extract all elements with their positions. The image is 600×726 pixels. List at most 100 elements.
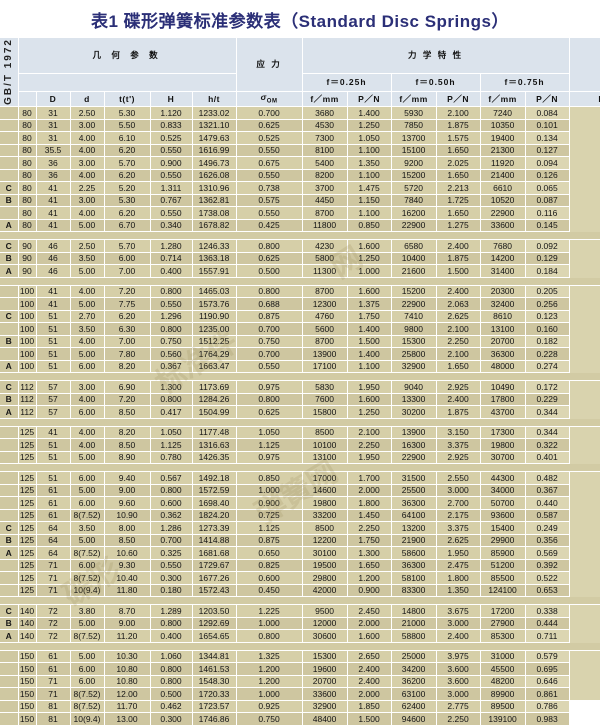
cell-D: 100 <box>18 310 37 324</box>
cell-f-050h: 1.250 <box>347 119 392 133</box>
table-row[interactable]: 150 61 5.00 10.30 1.060 1344.81 1.325 15300 2.65… <box>0 650 600 664</box>
cell-t: 6.00 <box>70 496 105 510</box>
sigma-symbol: σ <box>260 92 267 103</box>
table-row[interactable]: A 140 72 8(7.52) 11.20 0.400 1654.65 0.800 30600… <box>0 629 600 643</box>
table-row[interactable]: 100 41 4.00 7.20 0.800 1465.03 0.800 8700 1.600 1… <box>0 285 600 299</box>
cell-h-over-t: 0.714 <box>150 252 193 266</box>
table-row[interactable]: B 125 64 5.00 8.50 0.700 1414.88 0.875 12200 1.75… <box>0 534 600 548</box>
table-row[interactable]: B 112 57 4.00 7.20 0.800 1284.26 0.800 7600 1.600… <box>0 393 600 407</box>
table-row[interactable]: 80 31 3.00 5.50 0.833 1321.10 0.625 4530 1.250 78… <box>0 119 600 133</box>
cell-h-over-t: 0.800 <box>150 662 193 676</box>
table-row[interactable]: C 112 57 3.00 6.90 1.300 1173.69 0.975 5830 1.950… <box>0 380 600 394</box>
cell-f-075h: 2.025 <box>436 156 481 170</box>
table-row[interactable]: 150 81 10(9.4) 13.00 0.300 1746.86 0.750 48400 1… <box>0 712 600 726</box>
table-row[interactable]: 80 35.5 4.00 6.20 0.550 1616.99 0.550 8100 1.100… <box>0 144 600 158</box>
cell-d: 61 <box>36 650 71 664</box>
cell-f-075h: 2.213 <box>436 181 481 195</box>
cell-d: 51 <box>36 451 71 465</box>
table-row[interactable]: B 90 46 3.50 6.00 0.714 1363.18 0.625 5800 1.250 1… <box>0 252 600 266</box>
table-row[interactable]: C 140 72 3.80 8.70 1.289 1203.50 1.225 9500 2.450… <box>0 604 600 618</box>
cell-t: 6.00 <box>70 471 105 485</box>
cell-H: 11.80 <box>104 584 151 598</box>
cell-d: 41 <box>36 219 71 233</box>
table-row[interactable]: 125 51 6.00 9.40 0.567 1492.18 0.850 17000 1.700… <box>0 471 600 485</box>
table-row[interactable]: A 90 46 5.00 7.00 0.400 1557.91 0.500 11300 1.000… <box>0 264 600 278</box>
cell-sigma: 1723.57 <box>192 700 237 714</box>
table-row[interactable]: 100 51 3.50 6.30 0.800 1235.00 0.700 5600 1.400 9… <box>0 322 600 336</box>
cell-H: 10.80 <box>104 662 151 676</box>
table-row[interactable]: 125 41 4.00 8.20 1.050 1177.48 1.050 8500 2.100 1… <box>0 426 600 440</box>
cell-f-025h: 1.050 <box>236 426 303 440</box>
table-row[interactable]: 150 71 6.00 10.80 0.800 1548.30 1.200 20700 2.40… <box>0 675 600 689</box>
table-row[interactable]: 125 51 4.00 8.50 1.125 1316.63 1.125 10100 2.250… <box>0 438 600 452</box>
cell-sigma: 1681.68 <box>192 546 237 560</box>
cell-p-025h: 8200 <box>302 169 348 183</box>
cell-p-075h: 30700 <box>480 451 526 465</box>
cell-H: 8.90 <box>104 451 151 465</box>
table-row[interactable]: A 112 57 6.00 8.50 0.417 1504.99 0.625 15800 1.25… <box>0 405 600 419</box>
table-row[interactable]: A 125 64 8(7.52) 10.60 0.325 1681.68 0.650 30100… <box>0 546 600 560</box>
table-row[interactable]: 125 61 8(7.52) 10.90 0.362 1824.20 0.725 33200 1… <box>0 509 600 523</box>
cell-class <box>0 700 19 714</box>
table-separator-row <box>0 372 600 382</box>
table-row[interactable]: 100 41 5.00 7.75 0.550 1573.76 0.688 12300 1.375… <box>0 297 600 311</box>
cell-D: 112 <box>18 380 37 394</box>
table-row[interactable]: B 100 51 4.00 7.00 0.750 1512.25 0.750 8700 1.500… <box>0 335 600 349</box>
cell-p-050h: 13900 <box>391 426 437 440</box>
table-row[interactable]: A 80 41 5.00 6.70 0.340 1678.82 0.425 11800 0.850… <box>0 219 600 233</box>
cell-f-050h: 1.600 <box>347 239 392 253</box>
table-row[interactable]: C 80 41 2.25 5.20 1.311 1310.96 0.738 3700 1.475 5… <box>0 181 600 195</box>
table-row[interactable]: C 125 64 3.50 8.00 1.286 1273.39 1.125 8500 2.250… <box>0 521 600 535</box>
cell-h-over-t: 0.567 <box>150 471 193 485</box>
cell-f-050h: 1.600 <box>347 393 392 407</box>
table-row[interactable]: 125 71 10(9.4) 11.80 0.180 1572.43 0.450 42000 0… <box>0 584 600 598</box>
cell-h-over-t: 0.560 <box>150 347 193 361</box>
cell-f-025h: 1.125 <box>236 438 303 452</box>
cell-p-075h: 21400 <box>480 169 526 183</box>
table-row[interactable]: 150 61 6.00 10.80 0.800 1461.53 1.200 19600 2.40… <box>0 662 600 676</box>
cell-D: 80 <box>18 106 37 120</box>
table-row[interactable]: 80 36 3.00 5.70 0.900 1496.73 0.675 5400 1.350 92… <box>0 156 600 170</box>
cell-t: 5.00 <box>70 297 105 311</box>
table-row[interactable]: C 90 46 2.50 5.70 1.280 1246.33 0.800 4230 1.600 6… <box>0 239 600 253</box>
table-row[interactable]: B 80 41 3.00 5.30 0.767 1362.81 0.575 4450 1.150 7… <box>0 194 600 208</box>
table-row[interactable]: B 140 72 5.00 9.00 0.800 1292.69 1.000 12000 2.00… <box>0 617 600 631</box>
table-row[interactable]: 80 41 4.00 6.20 0.550 1738.08 0.550 8700 1.100 16… <box>0 206 600 220</box>
table-row[interactable]: 80 36 4.00 6.20 0.550 1626.08 0.550 8200 1.100 15… <box>0 169 600 183</box>
table-row[interactable]: 125 61 5.00 9.00 0.800 1572.59 1.000 14600 2.000… <box>0 484 600 498</box>
cell-kg: 0.338 <box>525 604 570 618</box>
cell-d: 31 <box>36 131 71 145</box>
cell-kg: 0.392 <box>525 559 570 573</box>
cell-t: 4.00 <box>70 393 105 407</box>
cell-p-025h: 7600 <box>302 393 348 407</box>
cell-D: 125 <box>18 426 37 440</box>
table-row[interactable]: 150 71 8(7.52) 12.00 0.500 1720.33 1.000 33600 2… <box>0 687 600 701</box>
table-separator-row <box>0 418 600 427</box>
cell-D: 140 <box>18 604 37 618</box>
cell-p-025h: 19600 <box>302 662 348 676</box>
cell-t: 8(7.52) <box>70 629 105 643</box>
table-row[interactable]: A 100 51 6.00 8.20 0.367 1663.47 0.550 17100 1.10… <box>0 360 600 374</box>
cell-class: A <box>0 546 19 560</box>
cell-h-over-t: 0.367 <box>150 360 193 374</box>
cell-p-075h: 27900 <box>480 617 526 631</box>
cell-p-075h: 34000 <box>480 484 526 498</box>
cell-t: 3.00 <box>70 156 105 170</box>
table-row[interactable]: 150 81 8(7.52) 11.70 0.462 1723.57 0.925 32900 1… <box>0 700 600 714</box>
cell-p-025h: 9500 <box>302 604 348 618</box>
table-row[interactable]: 100 51 5.00 7.80 0.560 1764.29 0.700 13900 1.400… <box>0 347 600 361</box>
table-row[interactable]: C 100 51 2.70 6.20 1.296 1190.90 0.875 4760 1.750… <box>0 310 600 324</box>
cell-kg: 0.401 <box>525 451 570 465</box>
cell-sigma: 1654.65 <box>192 629 237 643</box>
cell-H: 10.40 <box>104 571 151 585</box>
table-row[interactable]: 80 31 4.00 6.10 0.525 1479.63 0.525 7300 1.050 13… <box>0 131 600 145</box>
table-row[interactable]: 80 31 2.50 5.30 1.120 1233.02 0.700 3680 1.400 59… <box>0 106 600 120</box>
cell-H: 8.70 <box>104 604 151 618</box>
table-row[interactable]: 125 71 8(7.52) 10.40 0.300 1677.26 0.600 29800 1… <box>0 571 600 585</box>
cell-h-over-t: 0.400 <box>150 629 193 643</box>
table-row[interactable]: 125 61 6.00 9.60 0.600 1698.40 0.900 19800 1.800… <box>0 496 600 510</box>
cell-d: 61 <box>36 509 71 523</box>
table-row[interactable]: 125 71 6.00 9.30 0.550 1729.67 0.825 19500 1.650… <box>0 559 600 573</box>
table-row[interactable]: 125 51 5.00 8.90 0.780 1426.35 0.975 13100 1.950… <box>0 451 600 465</box>
cell-f-025h: 0.700 <box>236 322 303 336</box>
